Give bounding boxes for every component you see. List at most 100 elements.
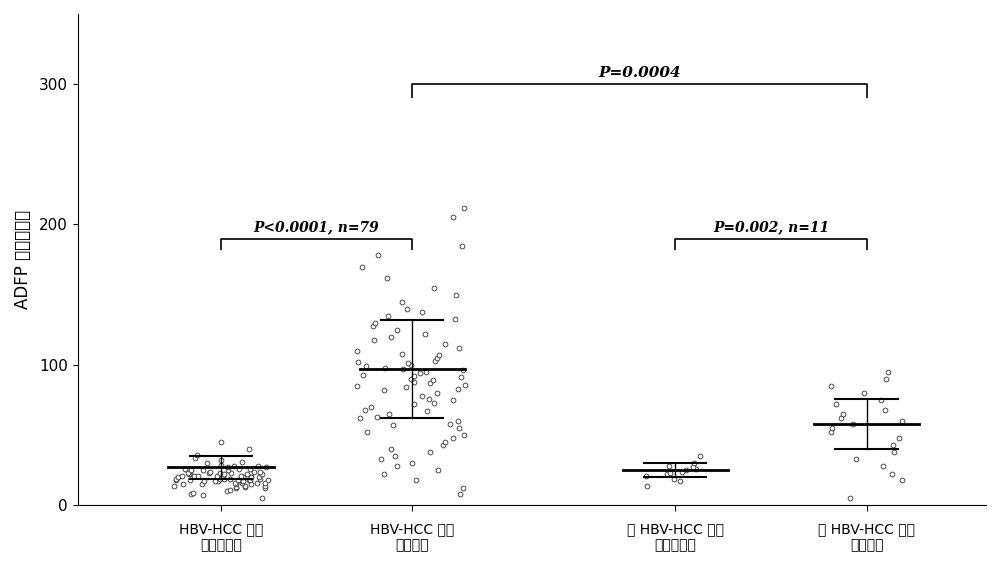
Point xyxy=(674,467,690,476)
Point xyxy=(455,484,471,493)
Point xyxy=(359,428,375,437)
Point xyxy=(254,494,270,503)
Point xyxy=(354,262,370,271)
Point xyxy=(404,458,420,468)
Point xyxy=(448,290,464,299)
Point xyxy=(833,414,849,423)
Point xyxy=(685,463,701,472)
Point xyxy=(242,464,258,473)
Point xyxy=(894,475,910,484)
Point xyxy=(234,478,250,487)
Point xyxy=(228,479,244,488)
Point xyxy=(875,461,891,470)
Point xyxy=(456,203,472,212)
Point xyxy=(445,396,461,405)
Point xyxy=(445,434,461,443)
Point xyxy=(842,494,858,503)
Point xyxy=(447,314,463,323)
Point xyxy=(231,464,247,473)
Point xyxy=(877,405,893,414)
Point xyxy=(355,370,371,379)
Point xyxy=(194,479,210,488)
Point xyxy=(395,365,411,374)
Point xyxy=(237,481,253,490)
Point xyxy=(380,311,396,320)
Point xyxy=(399,304,415,313)
Point xyxy=(243,479,259,488)
Point xyxy=(445,213,461,222)
Point xyxy=(209,471,225,481)
Point xyxy=(692,452,708,461)
Point xyxy=(381,409,397,418)
Point xyxy=(212,469,228,478)
Point xyxy=(389,461,405,470)
Point xyxy=(166,481,182,490)
Point xyxy=(442,419,458,428)
Point xyxy=(220,463,236,472)
Point xyxy=(418,367,434,376)
Point xyxy=(661,461,677,470)
Point xyxy=(856,388,872,397)
Point xyxy=(228,482,244,491)
Point xyxy=(260,475,276,484)
Point xyxy=(408,475,424,484)
Point xyxy=(357,405,373,414)
Point xyxy=(216,474,232,483)
Point xyxy=(241,475,257,484)
Point xyxy=(429,388,445,397)
Point xyxy=(886,447,902,456)
Point xyxy=(212,474,228,483)
Point xyxy=(223,469,239,478)
Point xyxy=(210,477,226,486)
Point xyxy=(835,409,851,418)
Point xyxy=(242,475,258,484)
Point xyxy=(394,349,410,358)
Point xyxy=(367,318,383,327)
Point xyxy=(437,438,453,447)
Point xyxy=(659,470,675,479)
Point xyxy=(379,273,395,282)
Point xyxy=(168,475,184,484)
Point xyxy=(252,474,268,483)
Point xyxy=(363,402,379,411)
Point xyxy=(183,490,199,499)
Point xyxy=(235,473,251,482)
Text: P=0.002, n=11: P=0.002, n=11 xyxy=(713,220,829,234)
Point xyxy=(226,461,242,470)
Point xyxy=(429,353,445,362)
Point xyxy=(848,454,864,464)
Point xyxy=(349,346,365,355)
Point xyxy=(233,471,249,481)
Point xyxy=(387,452,403,461)
Point xyxy=(435,440,451,449)
Point xyxy=(370,251,386,260)
Point xyxy=(213,438,229,447)
Point xyxy=(195,491,211,500)
Point xyxy=(406,400,422,409)
Point xyxy=(195,466,211,475)
Point xyxy=(666,474,682,483)
Point xyxy=(257,478,273,487)
Point xyxy=(398,383,414,392)
Point xyxy=(196,477,212,486)
Point xyxy=(213,456,229,465)
Point xyxy=(450,417,466,426)
Point xyxy=(369,412,385,421)
Point xyxy=(662,469,678,478)
Point xyxy=(891,434,907,443)
Point xyxy=(219,487,235,496)
Point xyxy=(437,339,453,348)
Point xyxy=(414,391,430,400)
Point xyxy=(412,369,428,378)
Point xyxy=(376,385,392,395)
Point xyxy=(222,474,238,483)
Point xyxy=(389,325,405,335)
Point xyxy=(358,362,374,371)
Point xyxy=(220,466,236,475)
Point xyxy=(845,419,861,428)
Point xyxy=(880,367,896,376)
Point xyxy=(823,381,839,391)
Point xyxy=(257,481,273,490)
Point xyxy=(406,377,422,386)
Point xyxy=(426,398,442,408)
